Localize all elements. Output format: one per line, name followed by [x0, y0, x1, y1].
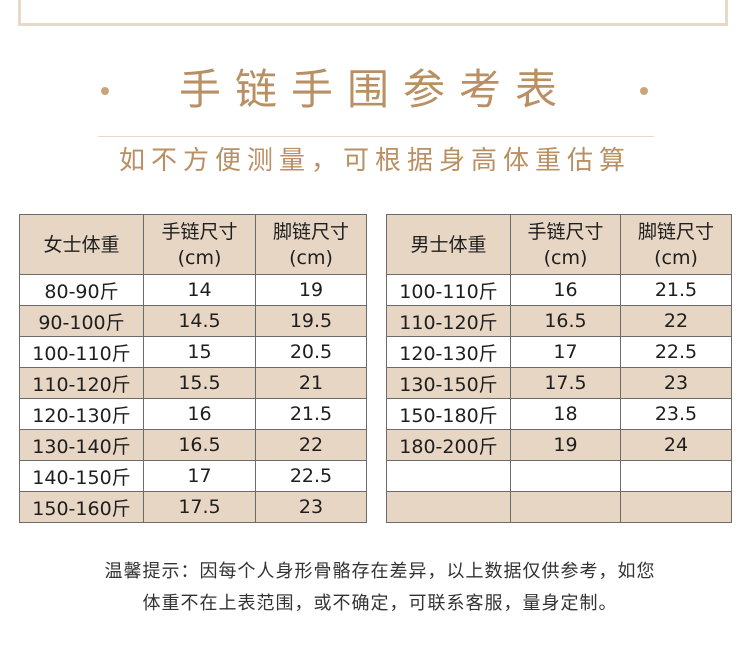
table-row: 90-100斤 14.5 19.5 [19, 305, 367, 337]
header-anklet-unit: (cm) [654, 246, 698, 269]
weight-cell: 120-130斤 [386, 336, 511, 368]
weight-cell: 150-160斤 [19, 491, 144, 523]
anklet-cell: 21.5 [255, 398, 367, 430]
weight-cell: 100-110斤 [19, 336, 144, 368]
table-row: 150-180斤 18 23.5 [386, 398, 732, 430]
table-row [386, 460, 732, 492]
page-subtitle: 如不方便测量，可根据身高体重估算 [118, 146, 631, 176]
bracelet-cell: 15 [143, 336, 256, 368]
table-row: 150-160斤 17.5 23 [19, 491, 367, 523]
header-anklet-size: 脚链尺寸 (cm) [255, 214, 367, 275]
table-row: 80-90斤 14 19 [19, 274, 367, 306]
note-line-2: 体重不在上表范围，或不确定，可联系客服，量身定制。 [142, 593, 618, 614]
anklet-cell: 24 [620, 429, 732, 461]
anklet-cell: 22.5 [620, 336, 732, 368]
title-divider [98, 136, 654, 137]
header-bracelet-unit: (cm) [177, 246, 222, 269]
bracelet-cell: 14 [143, 274, 256, 306]
bracelet-cell: 17.5 [510, 367, 621, 399]
table-row: 130-140斤 16.5 22 [19, 429, 367, 461]
anklet-cell: 19.5 [255, 305, 367, 337]
anklet-cell: 22.5 [255, 460, 367, 492]
bracelet-cell [510, 491, 621, 523]
table-row: 110-120斤 15.5 21 [19, 367, 367, 399]
bracelet-cell: 18 [510, 398, 621, 430]
anklet-cell: 22 [620, 305, 732, 337]
table-row: 100-110斤 16 21.5 [386, 274, 732, 306]
table-row: 140-150斤 17 22.5 [19, 460, 367, 492]
header-bracelet-size: 手链尺寸 (cm) [143, 214, 256, 275]
bracelet-cell: 15.5 [143, 367, 256, 399]
weight-cell: 100-110斤 [386, 274, 511, 306]
header-anklet-size: 脚链尺寸 (cm) [620, 214, 732, 275]
bracelet-cell [510, 460, 621, 492]
weight-cell: 130-140斤 [19, 429, 144, 461]
weight-cell: 180-200斤 [386, 429, 511, 461]
weight-cell: 120-130斤 [19, 398, 144, 430]
page-title: 手链手围参考表 [178, 65, 571, 114]
bracelet-cell: 17 [510, 336, 621, 368]
title-dot-left [101, 87, 109, 95]
anklet-cell: 21.5 [620, 274, 732, 306]
weight-cell: 80-90斤 [19, 274, 144, 306]
header-bracelet-label: 手链尺寸 [161, 220, 238, 243]
title-dot-right [640, 87, 648, 95]
warm-tip-note: 温馨提示：因每个人身形骨骼存在差异，以上数据仅供参考，如您 体重不在上表范围，或… [30, 556, 730, 620]
header-weight-label: 女士体重 [43, 233, 120, 256]
header-anklet-label: 脚链尺寸 [637, 220, 714, 243]
anklet-cell: 21 [255, 367, 367, 399]
bracelet-cell: 17 [143, 460, 256, 492]
table-header-row: 男士体重 手链尺寸 (cm) 脚链尺寸 (cm) [386, 214, 732, 275]
header-weight: 女士体重 [19, 214, 144, 275]
table-header-row: 女士体重 手链尺寸 (cm) 脚链尺寸 (cm) [19, 214, 367, 275]
anklet-cell: 23 [620, 367, 732, 399]
table-row: 120-130斤 17 22.5 [386, 336, 732, 368]
bracelet-cell: 16.5 [510, 305, 621, 337]
weight-cell: 110-120斤 [386, 305, 511, 337]
weight-cell [386, 460, 511, 492]
bracelet-cell: 16 [510, 274, 621, 306]
anklet-cell: 23 [255, 491, 367, 523]
bracelet-cell: 17.5 [143, 491, 256, 523]
note-line-1: 温馨提示：因每个人身形骨骼存在差异，以上数据仅供参考，如您 [104, 561, 656, 582]
top-frame-border [18, 0, 728, 26]
header-anklet-unit: (cm) [289, 246, 333, 269]
header-bracelet-label: 手链尺寸 [527, 220, 604, 243]
anklet-cell [620, 491, 732, 523]
anklet-cell: 22 [255, 429, 367, 461]
weight-cell: 140-150斤 [19, 460, 144, 492]
table-row [386, 491, 732, 523]
weight-cell: 110-120斤 [19, 367, 144, 399]
anklet-cell: 20.5 [255, 336, 367, 368]
weight-cell: 90-100斤 [19, 305, 144, 337]
header-weight-label: 男士体重 [410, 233, 487, 256]
bracelet-cell: 19 [510, 429, 621, 461]
anklet-cell: 19 [255, 274, 367, 306]
header-weight: 男士体重 [386, 214, 511, 275]
table-row: 110-120斤 16.5 22 [386, 305, 732, 337]
header-bracelet-unit: (cm) [543, 246, 588, 269]
women-size-table: 女士体重 手链尺寸 (cm) 脚链尺寸 (cm) 80-90斤 14 19 90… [19, 214, 367, 523]
anklet-cell [620, 460, 732, 492]
weight-cell [386, 491, 511, 523]
bracelet-cell: 16 [143, 398, 256, 430]
table-row: 120-130斤 16 21.5 [19, 398, 367, 430]
anklet-cell: 23.5 [620, 398, 732, 430]
table-row: 180-200斤 19 24 [386, 429, 732, 461]
bracelet-cell: 14.5 [143, 305, 256, 337]
weight-cell: 150-180斤 [386, 398, 511, 430]
bracelet-cell: 16.5 [143, 429, 256, 461]
weight-cell: 130-150斤 [386, 367, 511, 399]
title-row: 手链手围参考表 [0, 60, 750, 120]
table-row: 130-150斤 17.5 23 [386, 367, 732, 399]
men-size-table: 男士体重 手链尺寸 (cm) 脚链尺寸 (cm) 100-110斤 16 21.… [386, 214, 732, 523]
table-row: 100-110斤 15 20.5 [19, 336, 367, 368]
header-bracelet-size: 手链尺寸 (cm) [510, 214, 621, 275]
header-anklet-label: 脚链尺寸 [272, 220, 349, 243]
